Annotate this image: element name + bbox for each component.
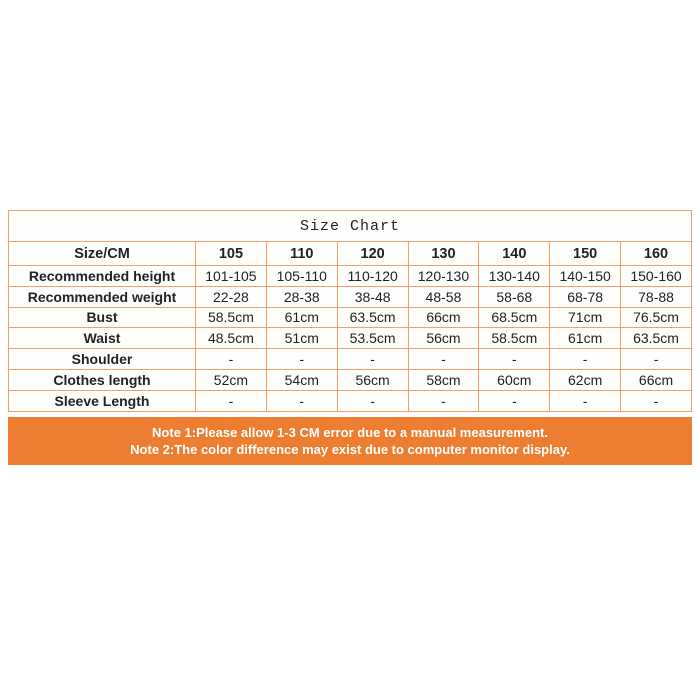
size-chart-title: Size Chart [8, 210, 692, 242]
cell-value: 62cm [549, 368, 622, 391]
size-column-header: 140 [478, 241, 551, 266]
cell-value: - [549, 348, 622, 370]
row-label: Sleeve Length [8, 389, 196, 412]
cell-value: 78-88 [620, 285, 692, 308]
cell-value: - [265, 348, 338, 370]
row-label: Shoulder [8, 348, 196, 370]
cell-value: - [336, 348, 409, 370]
cell-value: 58.5cm [195, 306, 267, 329]
cell-value: - [407, 348, 480, 370]
cell-value: 60cm [478, 368, 551, 391]
cell-value: 63.5cm [620, 327, 692, 350]
cell-value: 61cm [549, 327, 622, 350]
cell-value: - [407, 389, 480, 412]
cell-value: 48.5cm [195, 327, 267, 350]
row-label: Recommended weight [8, 285, 196, 308]
note-line-1: Note 1:Please allow 1-3 CM error due to … [152, 425, 548, 440]
size-column-header: 130 [407, 241, 480, 266]
cell-value: 66cm [407, 306, 480, 329]
cell-value: 22-28 [195, 285, 267, 308]
table-row: Sleeve Length - - - - - - - [8, 389, 692, 412]
cell-value: - [478, 348, 551, 370]
cell-value: - [620, 348, 692, 370]
cell-value: 110-120 [336, 265, 409, 287]
table-row: Clothes length 52cm 54cm 56cm 58cm 60cm 62cm 66… [8, 368, 692, 391]
table-row: Bust 58.5cm 61cm 63.5cm 66cm 68.5cm 71cm 76.5cm [8, 306, 692, 329]
size-column-header: 160 [620, 241, 692, 266]
cell-value: 105-110 [265, 265, 338, 287]
cell-value: - [265, 389, 338, 412]
cell-value: 140-150 [549, 265, 622, 287]
size-unit-header: Size/CM [8, 241, 196, 266]
cell-value: 54cm [265, 368, 338, 391]
cell-value: 58cm [407, 368, 480, 391]
cell-value: 53.5cm [336, 327, 409, 350]
cell-value: 58-68 [478, 285, 551, 308]
size-chart-table: Size Chart Size/CM 105 110 120 130 140 150 160 … [8, 210, 692, 412]
table-row: Recommended height 101-105 105-110 110-120 1… [8, 265, 692, 287]
cell-value: 56cm [336, 368, 409, 391]
cell-value: 61cm [265, 306, 338, 329]
notes-banner: Note 1:Please allow 1-3 CM error due to … [8, 417, 692, 465]
cell-value: 48-58 [407, 285, 480, 308]
cell-value: - [549, 389, 622, 412]
cell-value: - [195, 348, 267, 370]
cell-value: 150-160 [620, 265, 692, 287]
note-line-2: Note 2:The color difference may exist du… [130, 442, 570, 457]
row-label: Clothes length [8, 368, 196, 391]
size-column-header: 150 [549, 241, 622, 266]
size-column-header: 105 [195, 241, 267, 266]
table-row: Recommended weight 22-28 28-38 38-48 48-58 58… [8, 285, 692, 308]
cell-value: 101-105 [195, 265, 267, 287]
cell-value: - [195, 389, 267, 412]
table-row: Shoulder - - - - - - - [8, 348, 692, 370]
cell-value: 130-140 [478, 265, 551, 287]
cell-value: - [336, 389, 409, 412]
cell-value: 58.5cm [478, 327, 551, 350]
cell-value: 51cm [265, 327, 338, 350]
table-body: Recommended height 101-105 105-110 110-120 1… [8, 265, 692, 412]
cell-value: 120-130 [407, 265, 480, 287]
row-label: Bust [8, 306, 196, 329]
cell-value: 63.5cm [336, 306, 409, 329]
cell-value: 38-48 [336, 285, 409, 308]
cell-value: 56cm [407, 327, 480, 350]
cell-value: - [620, 389, 692, 412]
size-column-header: 110 [265, 241, 338, 266]
header-row: Size/CM 105 110 120 130 140 150 160 [8, 241, 692, 266]
row-label: Waist [8, 327, 196, 350]
title-row: Size Chart [8, 210, 692, 242]
table-row: Waist 48.5cm 51cm 53.5cm 56cm 58.5cm 61cm 63.5c… [8, 327, 692, 350]
cell-value: 68.5cm [478, 306, 551, 329]
size-column-header: 120 [336, 241, 409, 266]
cell-value: 52cm [195, 368, 267, 391]
cell-value: 71cm [549, 306, 622, 329]
row-label: Recommended height [8, 265, 196, 287]
cell-value: 66cm [620, 368, 692, 391]
cell-value: 28-38 [265, 285, 338, 308]
cell-value: 68-78 [549, 285, 622, 308]
cell-value: - [478, 389, 551, 412]
cell-value: 76.5cm [620, 306, 692, 329]
